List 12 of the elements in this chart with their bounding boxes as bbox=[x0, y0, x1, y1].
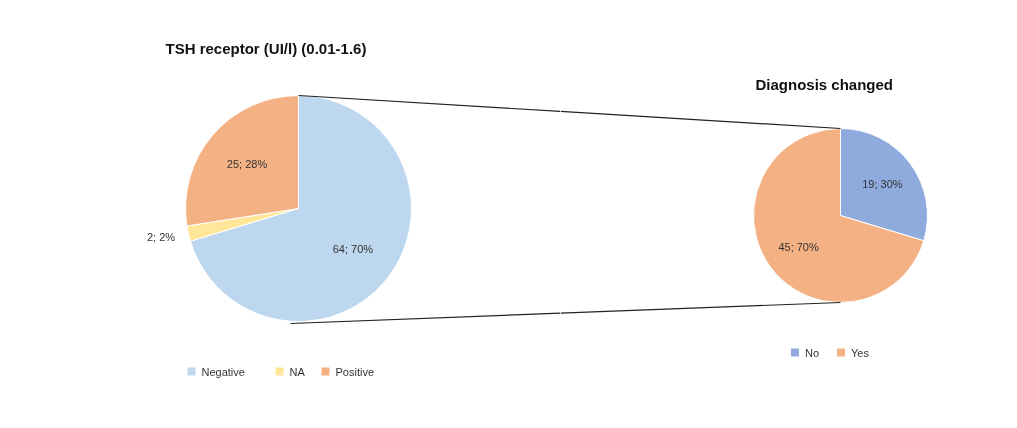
data-label: 2; 2% bbox=[146, 230, 176, 243]
chart-title: TSH receptor (UI/l) (0.01-1.6) bbox=[165, 40, 367, 57]
legend-label: Yes bbox=[851, 346, 870, 359]
legend-label: Positive bbox=[335, 365, 375, 378]
chart-title: Diagnosis changed bbox=[755, 76, 894, 93]
data-label: 25; 28% bbox=[226, 158, 268, 171]
legend-label: Negative bbox=[201, 365, 245, 378]
data-label: 19; 30% bbox=[862, 178, 903, 191]
data-label: 64; 70% bbox=[332, 242, 374, 255]
legend-label: No bbox=[805, 346, 820, 359]
legend-label: NA bbox=[289, 365, 306, 378]
data-label: 45; 70% bbox=[778, 240, 819, 253]
